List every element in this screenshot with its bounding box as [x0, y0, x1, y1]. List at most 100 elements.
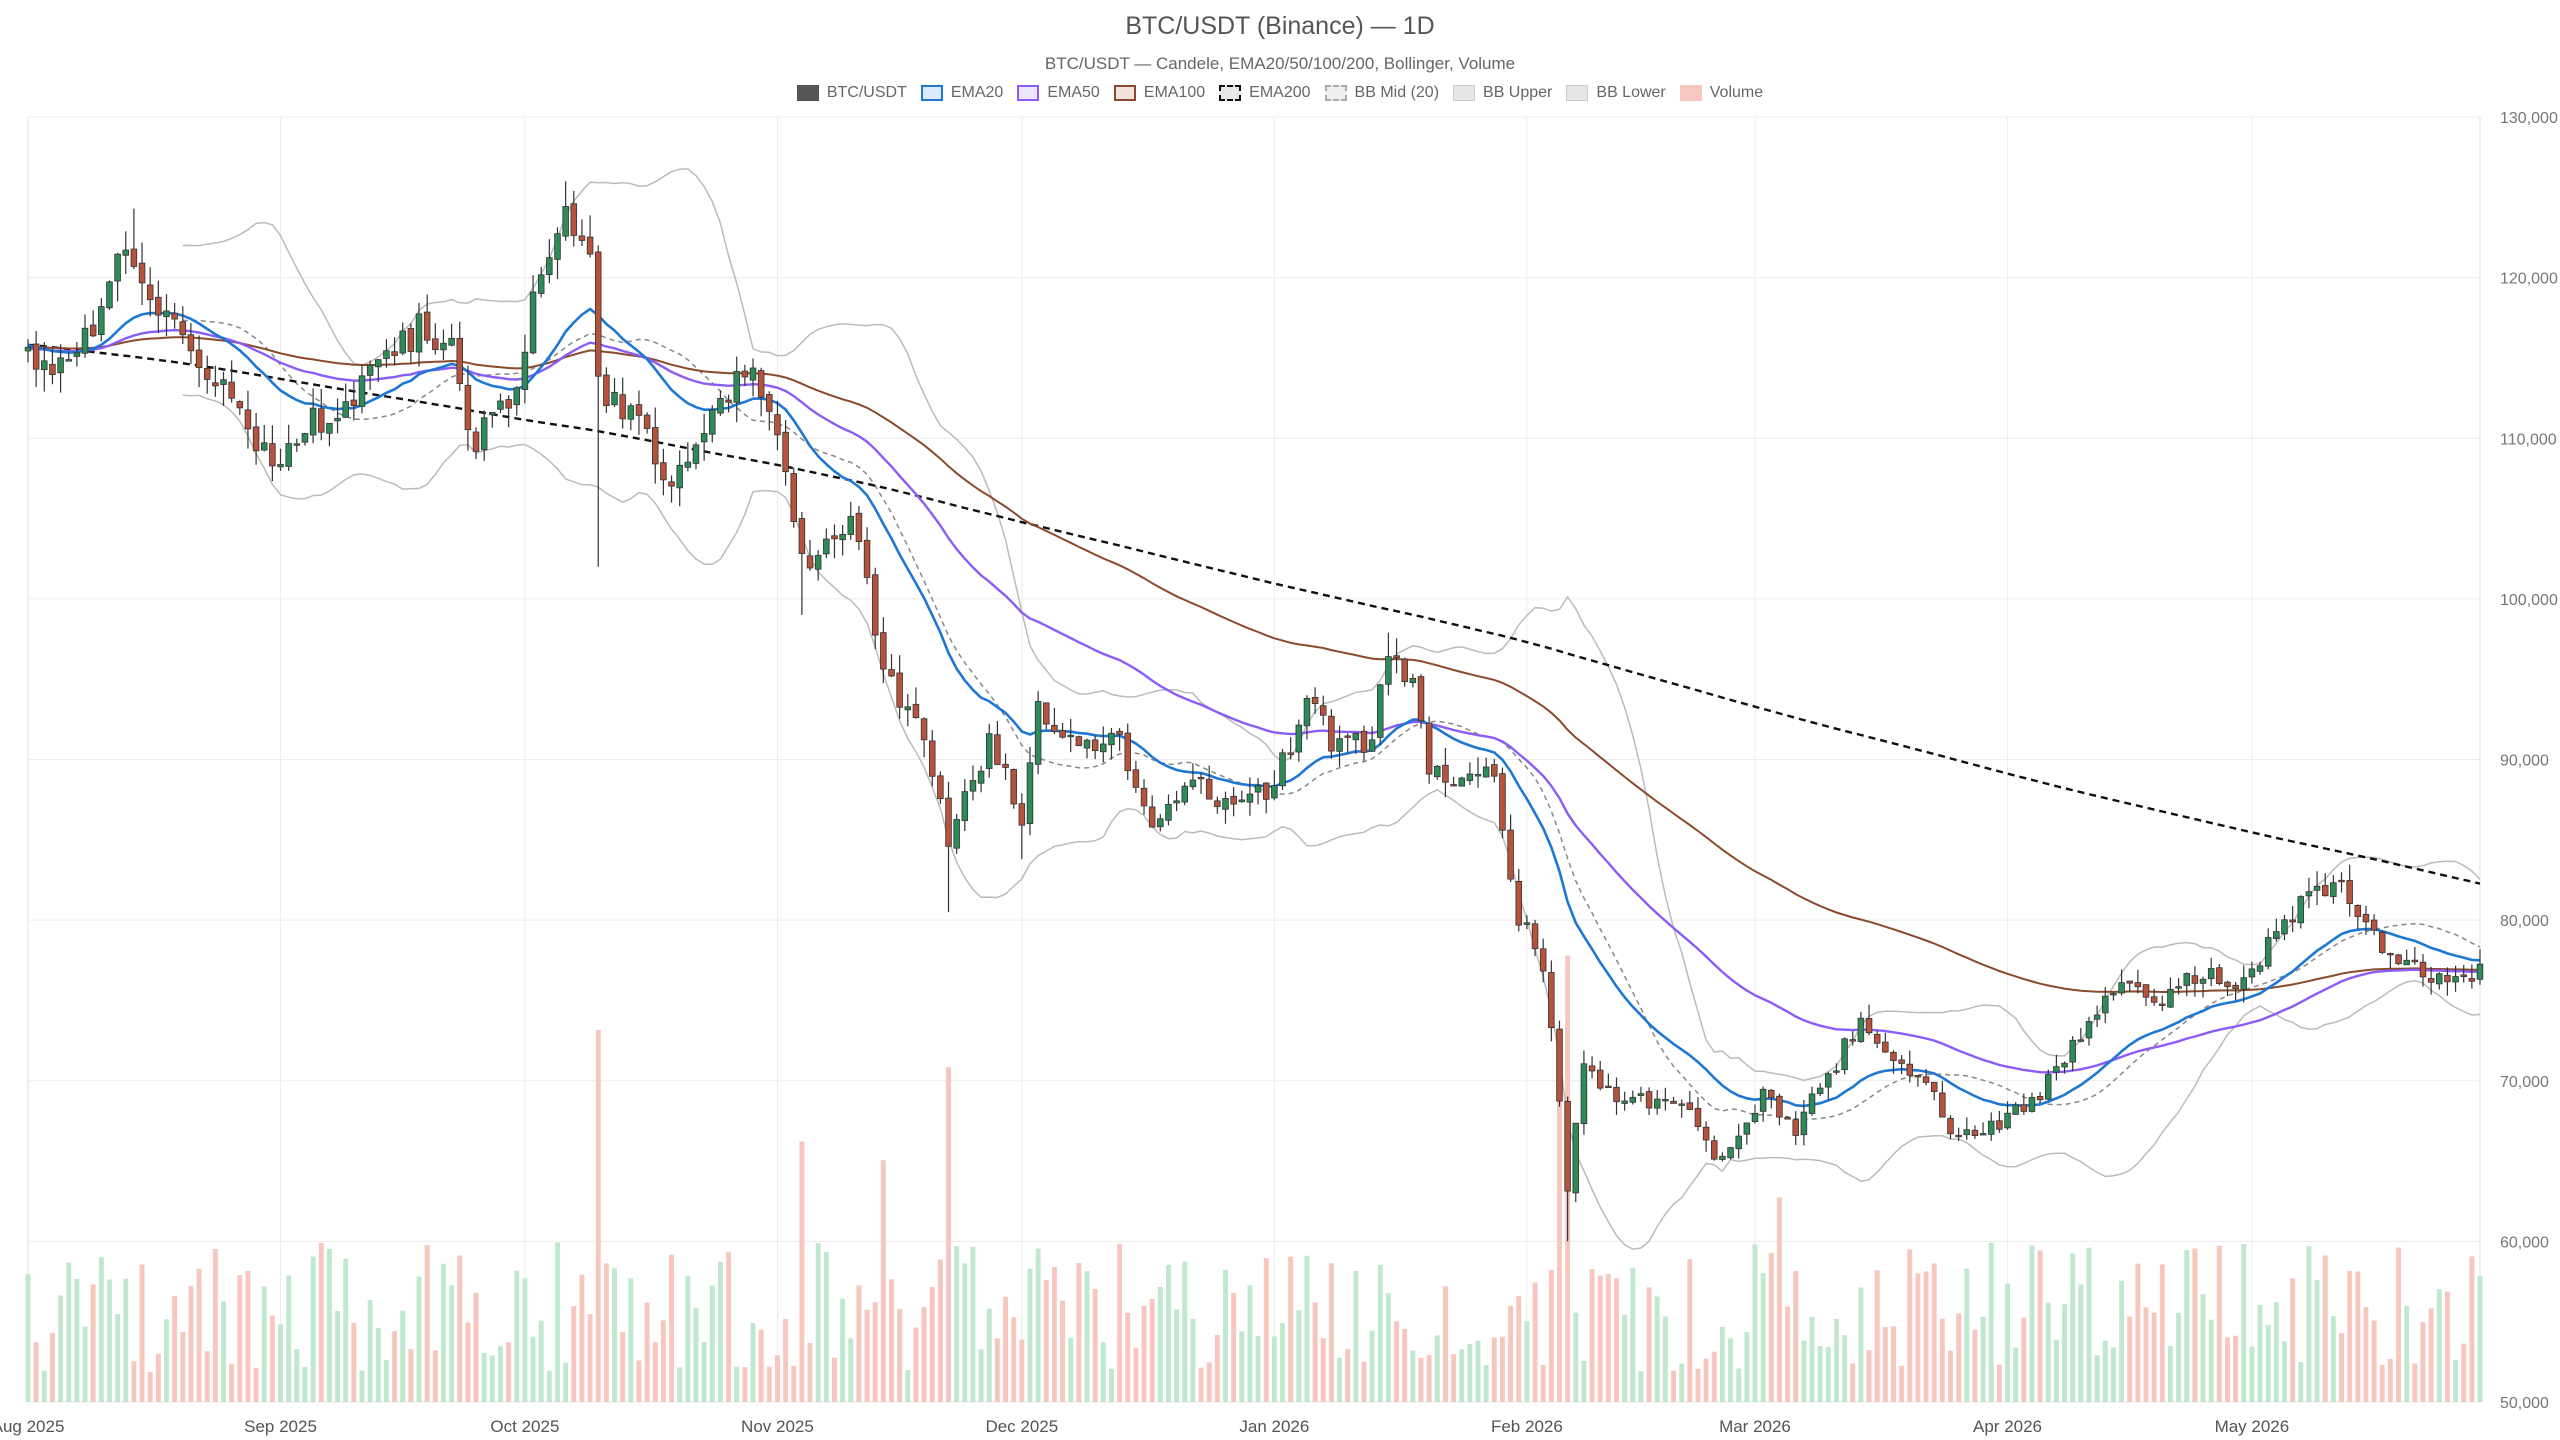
x-tick-label: Mar 2026: [1719, 1417, 1791, 1436]
candle-body: [1621, 1100, 1628, 1104]
volume-bar: [1695, 1368, 1701, 1402]
candle-body: [407, 328, 415, 352]
candle-body: [977, 770, 985, 784]
volume-bar: [269, 1315, 275, 1402]
candle-body: [1979, 1133, 1987, 1136]
candle-body: [1751, 1112, 1759, 1122]
volume-bar: [253, 1367, 259, 1402]
candle-body: [1328, 715, 1335, 752]
volume-bar: [49, 1333, 55, 1402]
candle-body: [1694, 1107, 1702, 1127]
volume-bar: [2168, 1346, 2173, 1402]
volume-bar: [962, 1263, 968, 1402]
volume-bar: [441, 1263, 446, 1402]
candle-body: [1368, 739, 1376, 752]
legend-item[interactable]: EMA20: [920, 84, 1003, 102]
legend-item[interactable]: EMA100: [1113, 84, 1205, 102]
candle-body: [2159, 1003, 2166, 1006]
candle-body: [2370, 919, 2378, 931]
volume-bar: [2420, 1322, 2426, 1402]
bb-mid-line: [182, 319, 2481, 1121]
candle-body: [1564, 1101, 1571, 1192]
candle-body: [2150, 996, 2158, 1003]
candle-body: [448, 337, 455, 346]
y-tick-label: 90,000: [2500, 753, 2549, 770]
volume-bar: [2355, 1271, 2361, 1402]
volume-bar: [326, 1248, 332, 1402]
candle-body: [855, 512, 863, 543]
candle-body: [766, 394, 773, 412]
candle-body: [2387, 953, 2394, 956]
legend-item[interactable]: BTC/USDT: [796, 84, 907, 102]
candle-body: [2436, 973, 2443, 985]
volume-bar: [1500, 1336, 1505, 1402]
bb-lower-line: [182, 394, 2481, 1250]
volume-bar: [1508, 1305, 1514, 1402]
candle-body: [228, 381, 235, 399]
volume-bar: [310, 1256, 316, 1402]
candle-body: [717, 398, 724, 414]
legend-swatch: [1219, 85, 1242, 101]
volume-bar: [1760, 1273, 1766, 1402]
candle-body: [1784, 1117, 1791, 1120]
volume-bar: [1540, 1364, 1546, 1402]
volume-bar: [742, 1367, 748, 1402]
candle-body: [1124, 732, 1131, 772]
candle-body: [1344, 735, 1351, 738]
candle-body: [1548, 972, 1555, 1029]
volume-bar: [449, 1285, 455, 1402]
volume-bar: [2249, 1346, 2255, 1402]
legend-item[interactable]: BB Upper: [1453, 84, 1552, 102]
legend-item[interactable]: Volume: [1679, 84, 1763, 102]
candle-body: [391, 351, 398, 356]
volume-bar: [693, 1307, 699, 1402]
volume-bar: [155, 1353, 161, 1402]
candle-body: [1768, 1089, 1775, 1098]
volume-bar: [107, 1279, 112, 1402]
volume-bar: [1654, 1296, 1660, 1402]
volume-bar: [115, 1314, 121, 1402]
y-tick-label: 50,000: [2500, 1395, 2549, 1412]
legend-item[interactable]: EMA50: [1017, 84, 1100, 102]
volume-bar: [514, 1270, 520, 1402]
candle-body: [1792, 1119, 1799, 1136]
volume-bar: [498, 1346, 503, 1402]
candle-body: [2093, 1014, 2101, 1020]
legend-item[interactable]: BB Lower: [1566, 84, 1666, 102]
volume-bar: [921, 1306, 927, 1402]
legend-item[interactable]: EMA200: [1219, 84, 1311, 102]
volume-bar: [1247, 1285, 1253, 1402]
candle-body: [1841, 1038, 1848, 1071]
volume-bar: [2371, 1320, 2377, 1402]
candle-body: [24, 346, 32, 352]
candle-body: [904, 706, 912, 711]
volume-bar: [1459, 1349, 1465, 1402]
volume-bar: [164, 1319, 169, 1402]
volume-bars: [25, 955, 2483, 1402]
volume-bar: [1801, 1340, 1807, 1402]
volume-bar: [2216, 1245, 2222, 1402]
candle-body: [994, 734, 1001, 766]
candle-body: [945, 797, 952, 847]
candle-body: [1499, 773, 1506, 831]
candle-body: [489, 412, 496, 416]
volume-bar: [1516, 1296, 1522, 1402]
candle-body: [220, 379, 227, 385]
volume-bar: [954, 1246, 960, 1402]
candle-body: [790, 473, 797, 523]
candle-body: [2224, 981, 2231, 988]
legend-item[interactable]: BB Mid (20): [1324, 84, 1439, 102]
volume-bar: [1842, 1335, 1848, 1402]
volume-bar: [139, 1264, 145, 1402]
candle-body: [912, 703, 920, 719]
candle-body: [106, 281, 113, 309]
candle-body: [2427, 978, 2435, 983]
volume-bar: [1939, 1318, 1945, 1402]
volume-bar: [1793, 1270, 1799, 1402]
volume-bar: [2233, 1335, 2239, 1402]
volume-bar: [1785, 1306, 1791, 1402]
candle-body: [41, 360, 48, 371]
candle-body: [1515, 881, 1523, 926]
volume-bar: [123, 1278, 129, 1402]
candle-body: [1776, 1095, 1783, 1118]
